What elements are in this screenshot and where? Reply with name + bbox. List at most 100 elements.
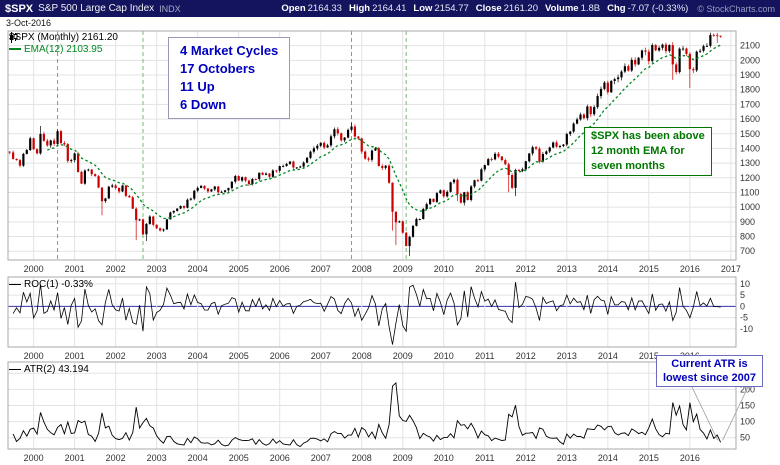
svg-text:2004: 2004 <box>188 264 208 274</box>
svg-text:2009: 2009 <box>393 453 413 463</box>
svg-text:2014: 2014 <box>598 264 618 274</box>
svg-text:1500: 1500 <box>740 129 760 139</box>
market-cycles-annotation: 4 Market Cycles 17 Octobers 11 Up 6 Down <box>168 37 291 119</box>
chart-date: 3-Oct-2016 <box>0 17 780 30</box>
svg-text:0: 0 <box>740 301 745 311</box>
svg-text:2002: 2002 <box>106 453 126 463</box>
svg-text:2012: 2012 <box>516 264 536 274</box>
roc-line-icon <box>9 283 21 285</box>
svg-text:2007: 2007 <box>311 351 331 361</box>
svg-text:2015: 2015 <box>639 264 659 274</box>
svg-text:2008: 2008 <box>352 453 372 463</box>
svg-text:1300: 1300 <box>740 158 760 168</box>
quote-open: Open 2164.33 <box>281 3 342 14</box>
roc-legend-label: ROC(1) -0.33% <box>24 278 93 290</box>
svg-text:100: 100 <box>740 417 755 427</box>
atr-legend-label: ATR(2) 43.194 <box>24 363 89 375</box>
svg-text:2006: 2006 <box>270 453 290 463</box>
svg-text:5: 5 <box>740 290 745 300</box>
svg-text:2009: 2009 <box>393 264 413 274</box>
atr-indicator-panel: 2502001501005020002001200220032004200520… <box>7 361 755 463</box>
svg-text:2003: 2003 <box>147 453 167 463</box>
svg-text:2012: 2012 <box>516 453 536 463</box>
price-legend: $SPX (Monthly) 2161.20 EMA(12) 2103.95 <box>9 31 118 55</box>
svg-text:10: 10 <box>740 279 750 289</box>
price-legend-row: $SPX (Monthly) 2161.20 <box>9 31 118 43</box>
svg-text:1600: 1600 <box>740 114 760 124</box>
svg-text:2007: 2007 <box>311 453 331 463</box>
roc-legend: ROC(1) -0.33% <box>9 278 93 290</box>
svg-text:2008: 2008 <box>352 351 372 361</box>
stockcharts-credit: © StockCharts.com <box>697 3 775 14</box>
quote-change: Chg -7.07 (-0.33%) <box>607 3 689 14</box>
svg-text:2013: 2013 <box>557 351 577 361</box>
svg-text:2015: 2015 <box>639 453 659 463</box>
symbol-name: S&P 500 Large Cap Index <box>38 3 155 14</box>
svg-text:2000: 2000 <box>24 264 44 274</box>
svg-text:50: 50 <box>740 433 750 443</box>
svg-text:1100: 1100 <box>740 187 759 197</box>
svg-text:2016: 2016 <box>680 264 700 274</box>
symbol: $SPX <box>5 2 34 15</box>
candlestick-icon <box>10 31 18 43</box>
svg-text:-5: -5 <box>740 313 748 323</box>
atr-annotation: Current ATR is lowest since 2007 <box>656 355 763 387</box>
svg-text:1000: 1000 <box>740 202 760 212</box>
svg-text:2005: 2005 <box>229 351 249 361</box>
svg-text:1700: 1700 <box>740 99 760 109</box>
svg-text:2008: 2008 <box>352 264 372 274</box>
svg-text:2003: 2003 <box>147 351 167 361</box>
svg-text:700: 700 <box>740 246 755 256</box>
svg-text:2010: 2010 <box>434 351 454 361</box>
svg-text:2005: 2005 <box>229 453 249 463</box>
svg-text:2007: 2007 <box>311 264 331 274</box>
svg-text:2013: 2013 <box>557 453 577 463</box>
symbol-exchange: INDX <box>159 3 181 14</box>
svg-text:2012: 2012 <box>516 351 536 361</box>
ema-legend-label: EMA(12) 2103.95 <box>24 43 103 55</box>
svg-text:800: 800 <box>740 232 755 242</box>
svg-text:2000: 2000 <box>24 351 44 361</box>
svg-text:2003: 2003 <box>147 264 167 274</box>
svg-text:2004: 2004 <box>188 351 208 361</box>
ema-annotation: $SPX has been above 12 month EMA for sev… <box>584 127 712 176</box>
svg-text:2009: 2009 <box>393 351 413 361</box>
svg-text:1200: 1200 <box>740 173 760 183</box>
svg-text:2004: 2004 <box>188 453 208 463</box>
quote-close: Close 2161.20 <box>475 3 538 14</box>
svg-text:150: 150 <box>740 401 755 411</box>
svg-text:2010: 2010 <box>434 453 454 463</box>
svg-text:-10: -10 <box>740 324 753 334</box>
atr-line-icon <box>9 368 21 370</box>
svg-text:2000: 2000 <box>24 453 44 463</box>
svg-text:2017: 2017 <box>721 264 741 274</box>
svg-text:2011: 2011 <box>475 453 494 463</box>
svg-text:2011: 2011 <box>475 264 494 274</box>
svg-text:2010: 2010 <box>434 264 454 274</box>
svg-text:2002: 2002 <box>106 351 126 361</box>
quote-low: Low 2154.77 <box>413 3 469 14</box>
quote-header: $SPX S&P 500 Large Cap Index INDX Open 21… <box>0 0 780 17</box>
quote-fields: Open 2164.33 High 2164.41 Low 2154.77 Close… <box>281 3 688 14</box>
svg-text:2001: 2001 <box>65 264 85 274</box>
svg-text:2100: 2100 <box>740 41 760 51</box>
svg-text:2005: 2005 <box>229 264 249 274</box>
svg-text:2001: 2001 <box>65 351 85 361</box>
svg-text:2006: 2006 <box>270 351 290 361</box>
atr-legend: ATR(2) 43.194 <box>9 363 89 375</box>
quote-volume: Volume 1.8B <box>544 3 601 14</box>
price-legend-label: $SPX (Monthly) 2161.20 <box>9 31 118 43</box>
ema-legend-row: EMA(12) 2103.95 <box>9 43 118 55</box>
svg-text:2014: 2014 <box>598 453 618 463</box>
svg-text:2002: 2002 <box>106 264 126 274</box>
svg-text:2006: 2006 <box>270 264 290 274</box>
svg-text:2015: 2015 <box>639 351 659 361</box>
svg-text:2014: 2014 <box>598 351 618 361</box>
svg-text:2013: 2013 <box>557 264 577 274</box>
svg-text:1900: 1900 <box>740 70 760 80</box>
svg-text:2000: 2000 <box>740 55 760 65</box>
svg-text:2016: 2016 <box>680 453 700 463</box>
svg-text:200: 200 <box>740 384 755 394</box>
